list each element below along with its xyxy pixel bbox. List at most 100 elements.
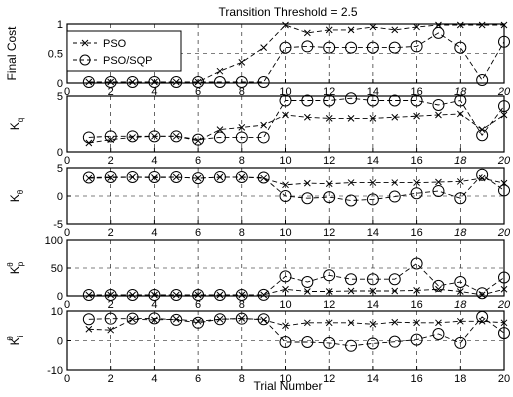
y-axis-label: Kq [8, 118, 25, 130]
psosqp-point [345, 194, 358, 207]
pso-point [413, 179, 420, 186]
psosqp-point [235, 170, 248, 183]
psosqp-point [432, 98, 445, 111]
x-tick-label: 2 [108, 227, 114, 239]
psosqp-point [257, 76, 270, 88]
x-tick-label: 20 [497, 299, 511, 311]
x-tick-label: 12 [323, 373, 335, 385]
x-tick-label: 14 [367, 373, 379, 385]
pso-point [151, 316, 158, 324]
psosqp-point [235, 131, 248, 144]
pso-point [413, 287, 420, 294]
x-tick-label: 8 [239, 299, 245, 311]
psosqp-point [170, 313, 183, 326]
pso-point [194, 291, 202, 299]
axes-box [66, 95, 505, 153]
y-axis-label-sub: q [16, 118, 25, 122]
psosqp-point [366, 193, 379, 206]
pso-point [194, 137, 202, 145]
psosqp-point [82, 313, 95, 326]
psosqp-point [410, 187, 423, 200]
psosqp-point [82, 131, 95, 144]
pso-point [260, 44, 268, 51]
x-tick-label: 0 [64, 373, 70, 385]
psosqp-point [410, 333, 423, 346]
pso-point [500, 319, 508, 327]
pso-point [282, 322, 289, 330]
psosqp-point [432, 184, 445, 197]
psosqp-point [148, 76, 161, 88]
pso-point [435, 111, 442, 119]
pso-point [172, 291, 180, 299]
pso-point [194, 317, 202, 325]
psosqp-point [432, 279, 445, 292]
x-tick-label: 12 [323, 227, 335, 239]
x-tick-label: 12 [323, 155, 335, 167]
pso-point [325, 26, 333, 34]
y-axis-label: Kpθ [6, 261, 25, 274]
pso-point [435, 319, 442, 327]
psosqp-point [323, 94, 336, 107]
psosqp-point [345, 273, 358, 286]
x-tick-label: 10 [279, 373, 291, 385]
y-axis-label-main: K [8, 266, 22, 274]
y-tick-label: 0 [57, 291, 63, 303]
y-axis-label-sub: θ [16, 189, 25, 194]
pso-point [435, 21, 442, 29]
pso-point [303, 113, 311, 121]
psosqp-point [82, 171, 95, 184]
pso-point [194, 78, 202, 86]
pso-point [325, 115, 333, 122]
series-line-pso [88, 317, 505, 331]
psosqp-point [476, 310, 489, 323]
y-axis-label: Kiθ [6, 335, 25, 345]
x-tick-label: 0 [64, 227, 70, 239]
x-tick-label: 20 [498, 373, 510, 385]
x-tick-label: 12 [323, 86, 335, 98]
psosqp-point [454, 336, 467, 349]
y-axis-label-main: K [8, 194, 22, 202]
psosqp-point [104, 76, 117, 88]
x-tick-label: 10 [279, 227, 291, 239]
y-tick-label: 0 [57, 78, 63, 90]
y-tick-label: 5 [57, 91, 63, 103]
x-tick-label: 0 [64, 299, 70, 311]
series-line-psosqp [88, 316, 505, 347]
pso-point [369, 287, 377, 295]
psosqp-point [279, 335, 292, 348]
x-tick-label: 2 [108, 299, 114, 311]
psosqp-point [323, 336, 336, 349]
psosqp-point [301, 94, 314, 107]
psosqp-point [279, 270, 292, 283]
psosqp-point [82, 76, 95, 88]
psosqp-point [410, 40, 423, 53]
psosqp-point [192, 76, 205, 88]
psosqp-point [498, 327, 510, 340]
x-tick-label: 4 [151, 86, 157, 98]
psosqp-point [192, 133, 205, 146]
pso-point [391, 287, 399, 295]
pso-point [129, 134, 136, 141]
pso-point [456, 21, 464, 29]
y-axis-label: Kθ [8, 189, 25, 202]
pso-point [325, 288, 333, 295]
y-tick-label: 0 [57, 147, 63, 159]
axes-box [66, 239, 505, 297]
psosqp-point [301, 192, 314, 205]
psosqp-point [345, 92, 358, 105]
pso-point [172, 173, 180, 181]
legend: PSO PSO/SQP [66, 30, 182, 72]
series-line-pso [88, 113, 505, 144]
psosqp-point [148, 312, 161, 325]
pso-point [435, 178, 442, 186]
psosqp-point [104, 289, 117, 301]
series-line-pso [88, 24, 504, 83]
x-tick-label: 14 [367, 227, 379, 239]
x-tick-label: 8 [239, 155, 245, 167]
pso-point [216, 67, 224, 75]
psosqp-point [323, 269, 336, 282]
